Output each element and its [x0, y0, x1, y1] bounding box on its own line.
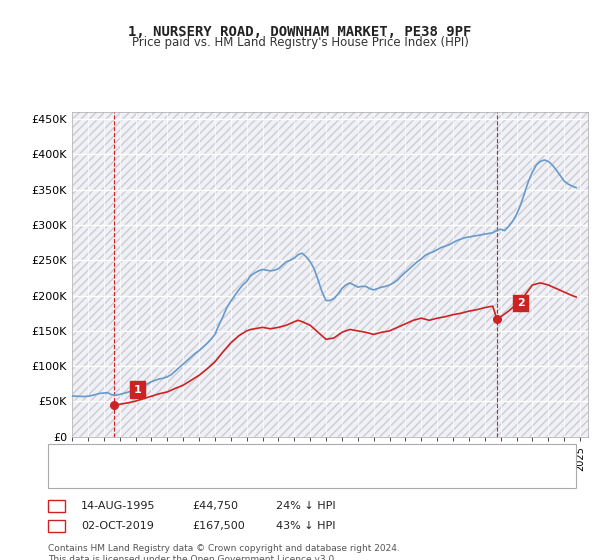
Text: 02-OCT-2019: 02-OCT-2019 — [81, 521, 154, 531]
Text: HPI: Average price, detached house, King's Lynn and West Norfolk: HPI: Average price, detached house, King… — [93, 470, 437, 480]
Text: £167,500: £167,500 — [192, 521, 245, 531]
Text: 1: 1 — [134, 385, 141, 395]
Point — [109, 401, 118, 410]
Point — [492, 314, 502, 323]
Text: ——: —— — [66, 455, 94, 469]
Text: 1, NURSERY ROAD, DOWNHAM MARKET, PE38 9PF (detached house): 1, NURSERY ROAD, DOWNHAM MARKET, PE38 9P… — [93, 457, 448, 467]
Text: ——: —— — [66, 468, 94, 482]
Text: 43% ↓ HPI: 43% ↓ HPI — [276, 521, 335, 531]
Text: 2: 2 — [517, 298, 524, 308]
Text: Contains HM Land Registry data © Crown copyright and database right 2024.
This d: Contains HM Land Registry data © Crown c… — [48, 544, 400, 560]
Text: Price paid vs. HM Land Registry's House Price Index (HPI): Price paid vs. HM Land Registry's House … — [131, 36, 469, 49]
Text: 14-AUG-1995: 14-AUG-1995 — [81, 501, 155, 511]
Text: 2: 2 — [53, 521, 60, 531]
Text: £44,750: £44,750 — [192, 501, 238, 511]
Text: 1: 1 — [53, 501, 60, 511]
Text: 1, NURSERY ROAD, DOWNHAM MARKET, PE38 9PF: 1, NURSERY ROAD, DOWNHAM MARKET, PE38 9P… — [128, 25, 472, 39]
Text: 24% ↓ HPI: 24% ↓ HPI — [276, 501, 335, 511]
